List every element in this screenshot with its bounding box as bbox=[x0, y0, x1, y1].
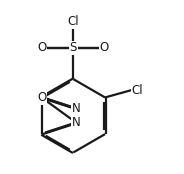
Text: O: O bbox=[38, 41, 47, 54]
Text: O: O bbox=[37, 91, 46, 104]
Text: N: N bbox=[72, 102, 81, 115]
Text: N: N bbox=[72, 116, 81, 129]
Text: S: S bbox=[70, 41, 77, 54]
Text: O: O bbox=[100, 41, 109, 54]
Text: Cl: Cl bbox=[131, 84, 143, 97]
Text: Cl: Cl bbox=[68, 15, 79, 28]
